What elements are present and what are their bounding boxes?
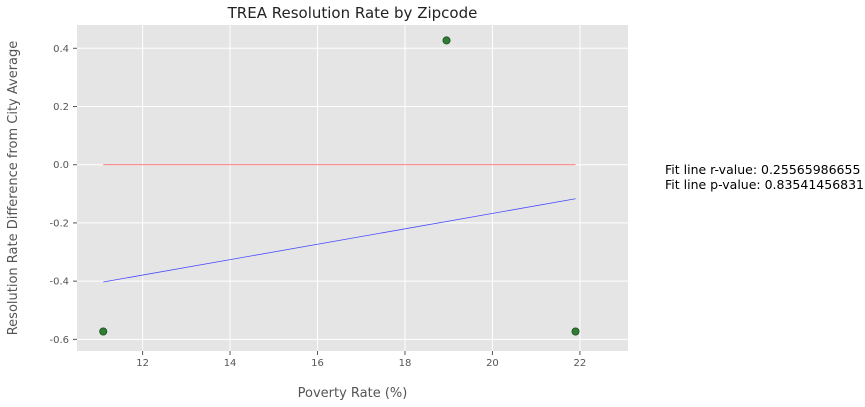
x-tick-label: 22 [574,358,587,369]
fit-line [103,198,576,283]
y-tick-label: -0.2 [49,218,69,229]
x-axis-label: Poverty Rate (%) [298,386,408,401]
chart-lines [103,164,576,283]
x-tick-label: 16 [311,358,324,369]
x-tick-label: 18 [399,358,412,369]
chart-title: TREA Resolution Rate by Zipcode [227,4,478,22]
data-point [442,36,451,45]
data-points [99,36,580,336]
x-tick-label: 12 [136,358,149,369]
y-ticks: -0.6 -0.4 -0.2 0.0 0.2 0.4 [49,44,77,346]
fit-r-value-annotation: Fit line r-value: 0.25565986655 [665,162,860,177]
y-axis-label: Resolution Rate Difference from City Ave… [6,41,21,336]
y-tick-label: 0.0 [53,160,69,171]
x-tick-label: 20 [486,358,499,369]
y-tick-label: -0.4 [49,277,69,288]
y-tick-label: -0.6 [49,335,69,346]
x-ticks: 12 14 16 18 20 22 [136,351,586,369]
data-point [99,327,108,336]
y-tick-label: 0.4 [53,44,69,55]
x-tick-label: 14 [224,358,237,369]
plot-area [77,25,628,351]
y-tick-label: 0.2 [53,102,69,113]
fit-p-value-annotation: Fit line p-value: 0.83541456831 [665,177,864,192]
data-point [571,327,580,336]
